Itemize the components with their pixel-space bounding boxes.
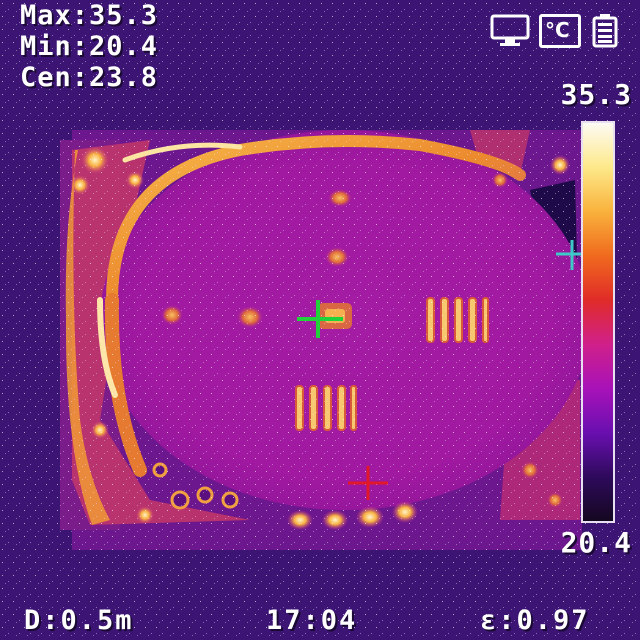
battery-icon [592, 14, 618, 48]
time-display: 17:04 [266, 605, 358, 636]
max-temperature-readout: Max:35.3 [20, 0, 159, 31]
scale-min-label: 20.4 [560, 526, 632, 559]
center-crosshair-icon [297, 300, 343, 338]
scale-max-label: 35.3 [560, 78, 632, 111]
distance-readout: D:0.5m [24, 605, 134, 636]
celsius-unit-label: °C [545, 18, 570, 42]
emissivity-readout: ε:0.97 [480, 605, 590, 636]
min-temperature-marker-icon [348, 466, 388, 500]
center-temperature-readout: Cen:23.8 [20, 62, 159, 93]
monitor-icon[interactable] [490, 14, 530, 48]
celsius-icon[interactable]: °C [539, 14, 581, 48]
temperature-color-scale [581, 121, 615, 523]
min-temperature-readout: Min:20.4 [20, 31, 159, 62]
max-temperature-marker-icon [556, 240, 584, 270]
